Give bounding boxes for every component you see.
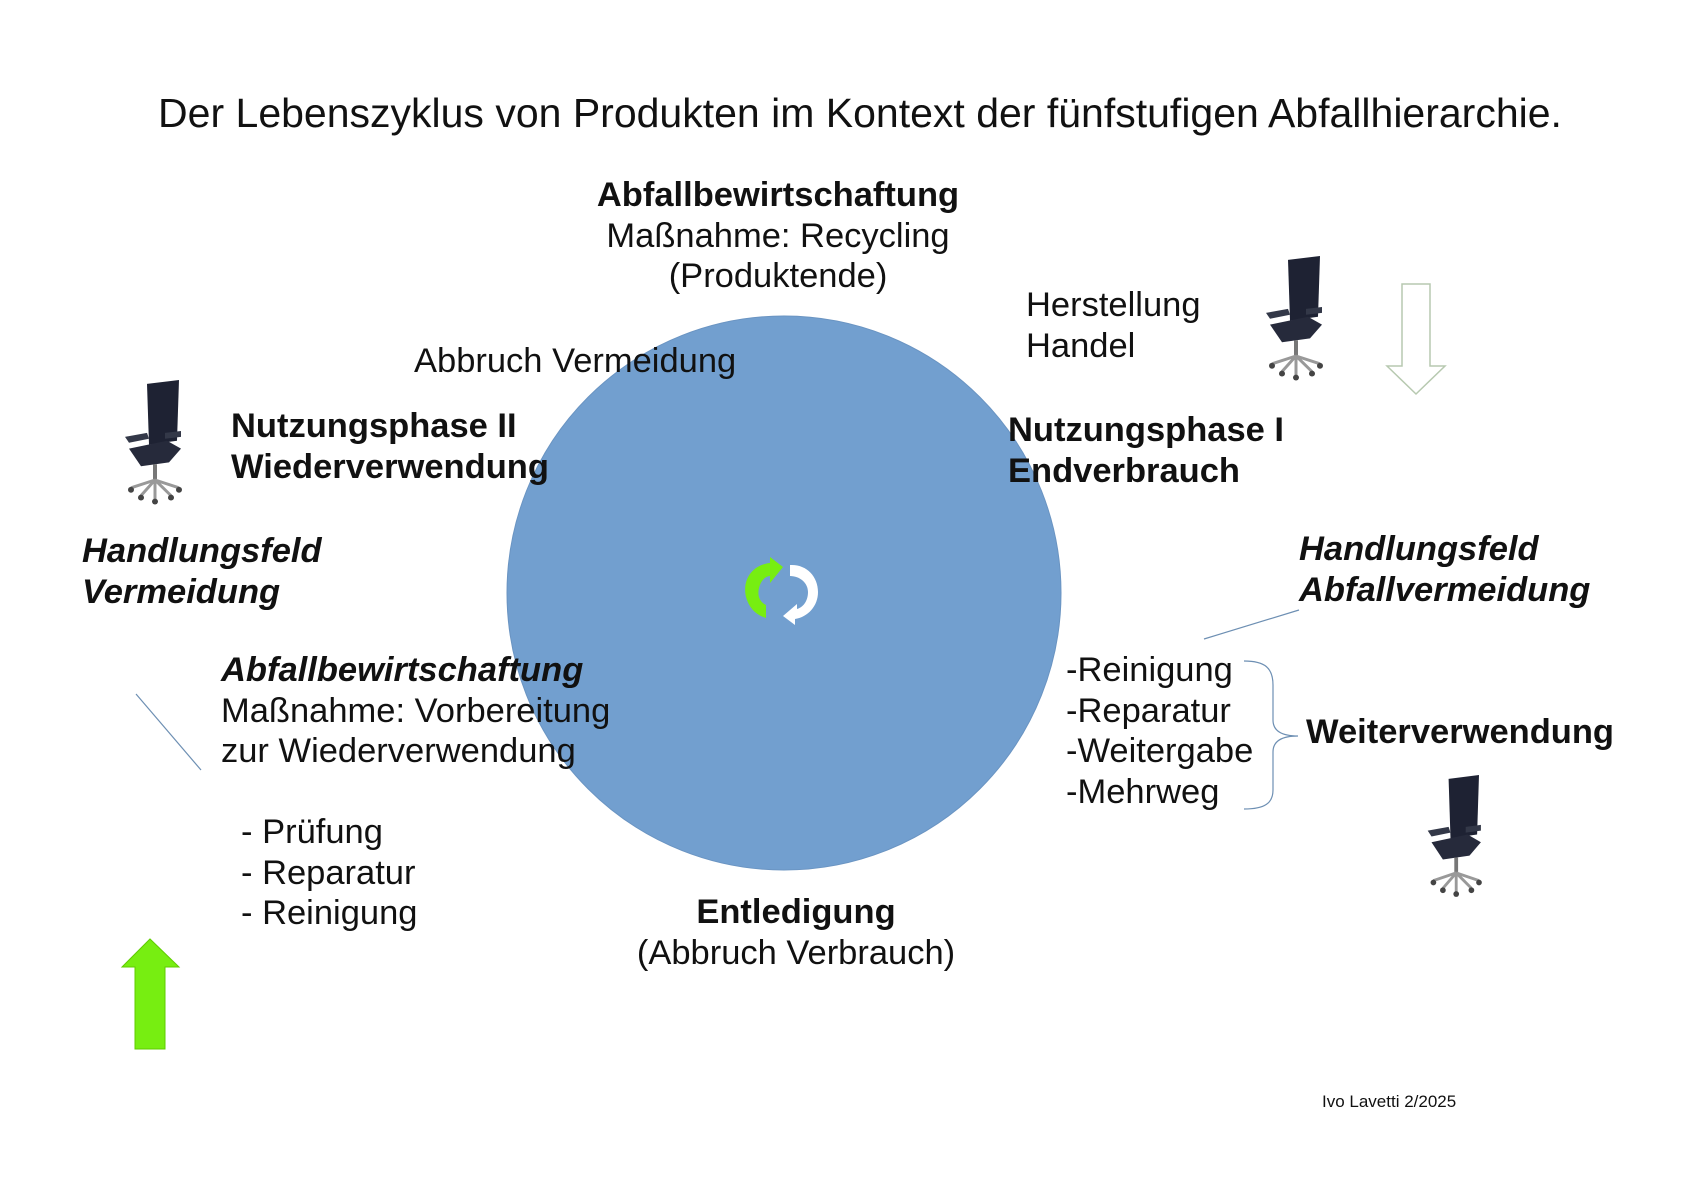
arrow-down-outline-icon [1385, 283, 1447, 396]
nutzungsphase-2-block: Nutzungsphase II Wiederverwendung [231, 406, 549, 487]
list-item: - Reinigung [241, 894, 418, 932]
connector-line-left [135, 693, 202, 771]
endverbrauch-label: Endverbrauch [1008, 451, 1240, 490]
list-item: -Mehrweg [1066, 772, 1220, 811]
abbruch-vermeidung-label: Abbruch Vermeidung [414, 342, 737, 380]
list-item: -Reparatur [1066, 691, 1231, 730]
recycling-heading: Abfallbewirtschaftung [596, 176, 960, 214]
nutzungsphase-1-block: Nutzungsphase I Endverbrauch [1008, 410, 1284, 491]
arrow-up-green-icon [120, 938, 181, 1050]
list-item: -Weitergabe [1066, 732, 1254, 770]
office-chair-icon [1426, 773, 1484, 899]
nutzungsphase-1-label: Nutzungsphase I [1008, 411, 1285, 449]
nutzungsphase-2-label: Nutzungsphase II [231, 407, 517, 445]
office-chair-icon [123, 378, 184, 506]
list-item: - Prüfung [241, 813, 383, 851]
handlungsfeld-right-block: Handlungsfeld Abfallvermeidung [1299, 529, 1590, 610]
list-item: - Reparatur [241, 853, 416, 892]
page-title: Der Lebenszyklus von Produkten im Kontex… [158, 90, 1562, 136]
entledigung-heading: Entledigung [696, 893, 896, 931]
lifecycle-circle [506, 315, 1062, 871]
left-mgmt-list: - Prüfung - Reparatur - Reinigung [241, 812, 417, 934]
handlungsfeld-left-block: Handlungsfeld Vermeidung [82, 531, 322, 612]
handel-label: Handel [1026, 326, 1136, 365]
recycling-block: Abfallbewirtschaftung Maßnahme: Recyclin… [597, 175, 959, 297]
handlungsfeld-right-label: Handlungsfeld [1299, 530, 1539, 568]
herstellung-label: Herstellung [1026, 286, 1201, 324]
list-item: -Reinigung [1066, 651, 1233, 689]
entledigung-block: Entledigung (Abbruch Verbrauch) [637, 892, 955, 973]
left-mgmt-block: Abfallbewirtschaftung Maßnahme: Vorberei… [221, 650, 610, 772]
weiterverwendung-label: Weiterverwendung [1306, 713, 1615, 751]
curly-brace [1243, 660, 1299, 810]
handlungsfeld-left-label: Handlungsfeld [82, 532, 322, 570]
abbruch-verbrauch-label: (Abbruch Verbrauch) [636, 933, 956, 972]
right-list: -Reinigung -Reparatur -Weitergabe -Mehrw… [1066, 650, 1253, 812]
abfallvermeidung-label: Abfallvermeidung [1299, 570, 1591, 609]
wiederverwendung-label: Wiederverwendung [231, 447, 549, 486]
office-chair-icon [1264, 254, 1325, 382]
connector-line-right [1203, 609, 1300, 640]
left-mgmt-heading: Abfallbewirtschaftung [221, 651, 584, 689]
herstellung-block: Herstellung Handel [1026, 285, 1201, 366]
recycling-measure: Maßnahme: Recycling [606, 216, 950, 255]
left-mgmt-measure: Maßnahme: Vorbereitung [221, 691, 611, 730]
author-credit: Ivo Lavetti 2/2025 [1322, 1092, 1457, 1111]
vermeidung-label: Vermeidung [82, 572, 281, 611]
left-mgmt-measure-2: zur Wiederverwendung [221, 732, 576, 770]
recycle-arrows-icon [745, 557, 818, 625]
recycling-note: (Produktende) [668, 257, 888, 295]
